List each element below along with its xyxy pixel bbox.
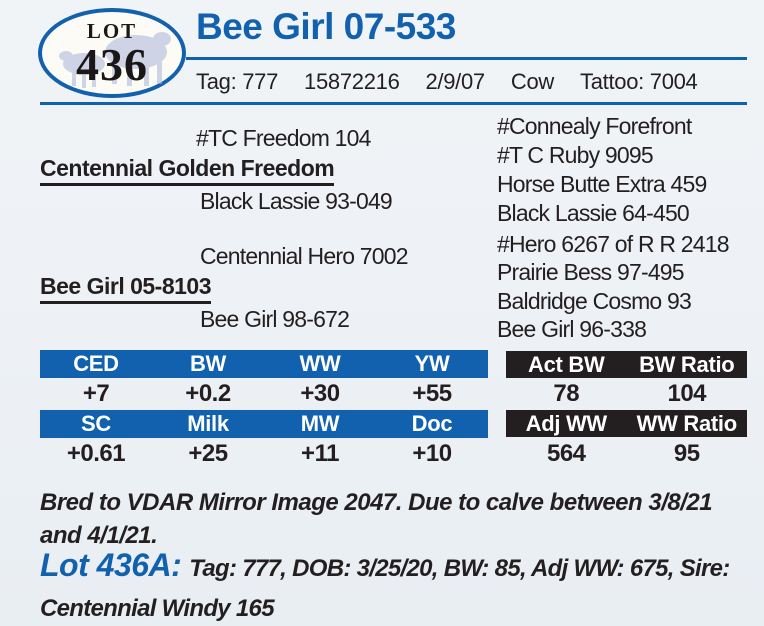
epd-header-ced: CED [73,351,119,376]
dam-of-dam: Bee Girl 98-672 [200,306,350,332]
perf-value-bw-ratio: 104 [667,380,707,407]
performance-header-row-2: Adj WW WW Ratio [506,410,747,437]
perf-header-bw-ratio: BW Ratio [639,351,735,377]
epd-value-milk: +25 [188,440,228,467]
sire-of-dam: Centennial Hero 7002 [200,243,409,269]
animal-name-title: Bee Girl 07-533 [196,6,456,47]
breeding-note: Bred to VDAR Mirror Image 2047. Due to c… [40,489,713,549]
epd-header-row-1: CED BW WW YW [40,350,488,378]
gen3-name-8: Bee Girl 96-338 [497,316,647,342]
gen3-name-6: Prairie Bess 97-495 [497,259,685,285]
perf-value-act-bw: 78 [553,380,580,407]
calf-details: Tag: 777, DOB: 3/25/20, BW: 85, Adj WW: … [40,555,730,622]
perf-header-act-bw: Act BW [528,351,605,377]
lot-number: 436 [76,39,148,90]
tattoo-number: Tattoo: 7004 [580,69,698,94]
sire-name: Centennial Golden Freedom [40,155,335,186]
dam-name: Bee Girl 05-8103 [40,273,212,304]
calf-lot-label: Lot 436A: [40,547,182,583]
gen3-name-5: #Hero 6267 of R R 2418 [497,231,730,257]
dam-of-sire: Black Lassie 93-049 [200,188,393,214]
title-rule [186,57,747,60]
header-rule [40,102,747,105]
gen3-name-3: Horse Butte Extra 459 [497,171,707,197]
registration-number: 15872216 [304,69,400,94]
gen3-name-7: Baldridge Cosmo 93 [497,288,692,314]
perf-header-adj-ww: Adj WW [525,410,608,436]
tag-number: Tag: 777 [196,69,279,94]
epd-value-ww: +30 [300,380,340,407]
perf-value-adj-ww: 564 [546,440,586,467]
epd-header-ww: WW [299,351,341,376]
epd-value-row-1: +7 +0.2 +30 +55 [40,379,488,408]
epd-value-mw: +11 [301,440,339,467]
calf-lot-line: Lot 436A: Tag: 777, DOB: 3/25/20, BW: 85,… [40,547,752,626]
epd-header-yw: YW [414,351,450,376]
epd-header-row-2: SC Milk MW Doc [40,410,488,438]
gen3-name-1: #Connealy Forefront [497,113,692,139]
epd-value-yw: +55 [412,380,452,407]
sex-label: Cow [510,69,554,94]
epd-header-sc: SC [81,411,111,436]
epd-value-ced: +7 [82,380,110,407]
epd-header-mw: MW [300,411,340,436]
perf-value-ww-ratio: 95 [673,440,700,467]
performance-header-row-1: Act BW BW Ratio [506,351,747,378]
gen3-name-4: Black Lassie 64-450 [497,200,690,226]
id-line: Tag: 777 15872216 2/9/07 Cow Tattoo: 700… [196,69,752,95]
epd-header-bw: BW [189,351,227,376]
epd-value-row-2: +0.61 +25 +11 +10 [40,439,488,468]
epd-value-sc: +0.61 [66,440,126,467]
performance-value-row-1: 78 104 [506,379,747,408]
gen3-name-2: #T C Ruby 9095 [497,142,654,168]
epd-header-milk: Milk [187,411,229,436]
lot-label: LOT [86,19,138,43]
lot-badge: LOT 436 [38,8,186,98]
birth-date: 2/9/07 [425,69,486,94]
perf-header-ww-ratio: WW Ratio [636,410,738,436]
performance-value-row-2: 564 95 [506,439,747,468]
epd-value-doc: +10 [412,440,452,467]
epd-header-doc: Doc [411,411,453,436]
cattle-illustration [59,32,171,88]
sire-of-sire: #TC Freedom 104 [196,125,371,151]
epd-value-bw: +0.2 [185,380,231,407]
